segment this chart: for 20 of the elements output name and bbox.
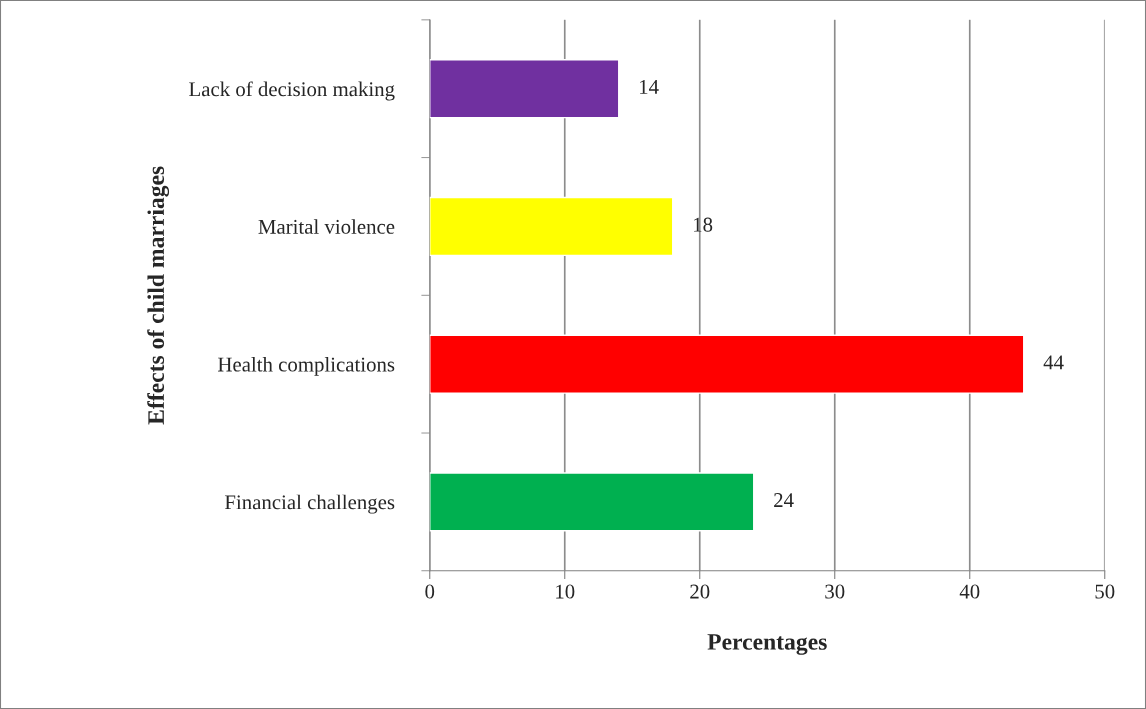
x-tick-label: 20	[690, 584, 710, 599]
x-tick-label: 0	[425, 584, 435, 599]
x-tick-label: 10	[556, 584, 575, 599]
y-axis-title: Effects of child marriages	[147, 166, 170, 425]
bar	[429, 334, 1025, 394]
y-tick-label: Health complications	[218, 356, 395, 376]
y-tick-label: Lack of decision making	[189, 81, 395, 101]
bar	[429, 59, 620, 119]
x-axis-title: Percentages	[707, 634, 827, 655]
data-label: 18	[694, 217, 713, 232]
x-tick-label: 50	[1095, 584, 1115, 599]
y-tick-label: Marital violence	[258, 219, 395, 234]
x-tick-label: 30	[825, 584, 845, 599]
y-tick-label: Financial challenges	[224, 494, 395, 514]
bar	[429, 472, 755, 532]
data-label: 14	[640, 79, 659, 94]
data-label: 44	[1043, 355, 1064, 370]
data-label: 24	[774, 493, 794, 507]
x-tick-label: 40	[959, 584, 980, 599]
bar	[429, 196, 674, 257]
